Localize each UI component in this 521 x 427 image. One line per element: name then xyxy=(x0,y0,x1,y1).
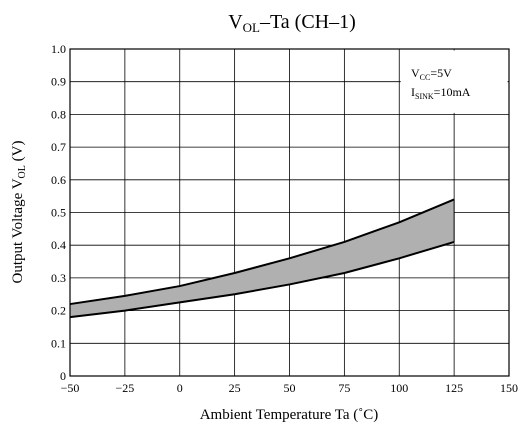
x-tick-label: −50 xyxy=(61,381,80,395)
x-tick-label: 125 xyxy=(445,381,463,395)
chart-title: VOL–Ta (CH–1) xyxy=(228,11,356,35)
y-tick-label: 0.7 xyxy=(51,140,66,154)
y-tick-label: 0.1 xyxy=(51,336,66,350)
y-tick-label: 0.2 xyxy=(51,304,66,318)
y-tick-label: 0.9 xyxy=(51,75,66,89)
x-tick-label: 150 xyxy=(500,381,518,395)
upper-curve xyxy=(69,198,455,306)
y-tick-label: 1.0 xyxy=(51,42,66,56)
annotation-box xyxy=(400,50,508,113)
x-tick-label: −25 xyxy=(115,381,134,395)
plot-frame xyxy=(69,48,510,377)
y-axis-label: Output Voltage VOL (V) xyxy=(10,141,28,284)
y-tick-label: 0.5 xyxy=(51,206,66,220)
y-tick-label: 0.4 xyxy=(51,238,66,252)
annotation-vcc: VCC=5V xyxy=(411,66,452,82)
y-tick-labels: 0 0.1 0.2 0.3 0.4 0.5 0.6 0.7 0.8 0.9 1.0 xyxy=(51,42,66,383)
x-tick-label: 50 xyxy=(284,381,296,395)
annotation-text: VCC=5V ISINK=10mA xyxy=(411,66,471,101)
x-tick-labels: −50 −25 0 25 50 75 100 125 150 xyxy=(61,381,518,395)
x-axis-label: Ambient Temperature Ta (˚C) xyxy=(200,407,379,423)
y-tick-label: 0.8 xyxy=(51,107,66,121)
y-tick-label: 0 xyxy=(60,369,66,383)
range-band xyxy=(70,199,455,318)
x-tick-label: 100 xyxy=(390,381,408,395)
lower-curve xyxy=(69,240,455,319)
band-layer xyxy=(69,198,455,319)
x-tick-label: 25 xyxy=(229,381,241,395)
annotation-isink: ISINK=10mA xyxy=(411,85,471,101)
plot-area: VCC=5V ISINK=10mA xyxy=(69,48,510,377)
y-tick-label: 0.6 xyxy=(51,173,66,187)
x-tick-label: 0 xyxy=(177,381,183,395)
x-tick-label: 75 xyxy=(338,381,350,395)
y-tick-label: 0.3 xyxy=(51,271,66,285)
